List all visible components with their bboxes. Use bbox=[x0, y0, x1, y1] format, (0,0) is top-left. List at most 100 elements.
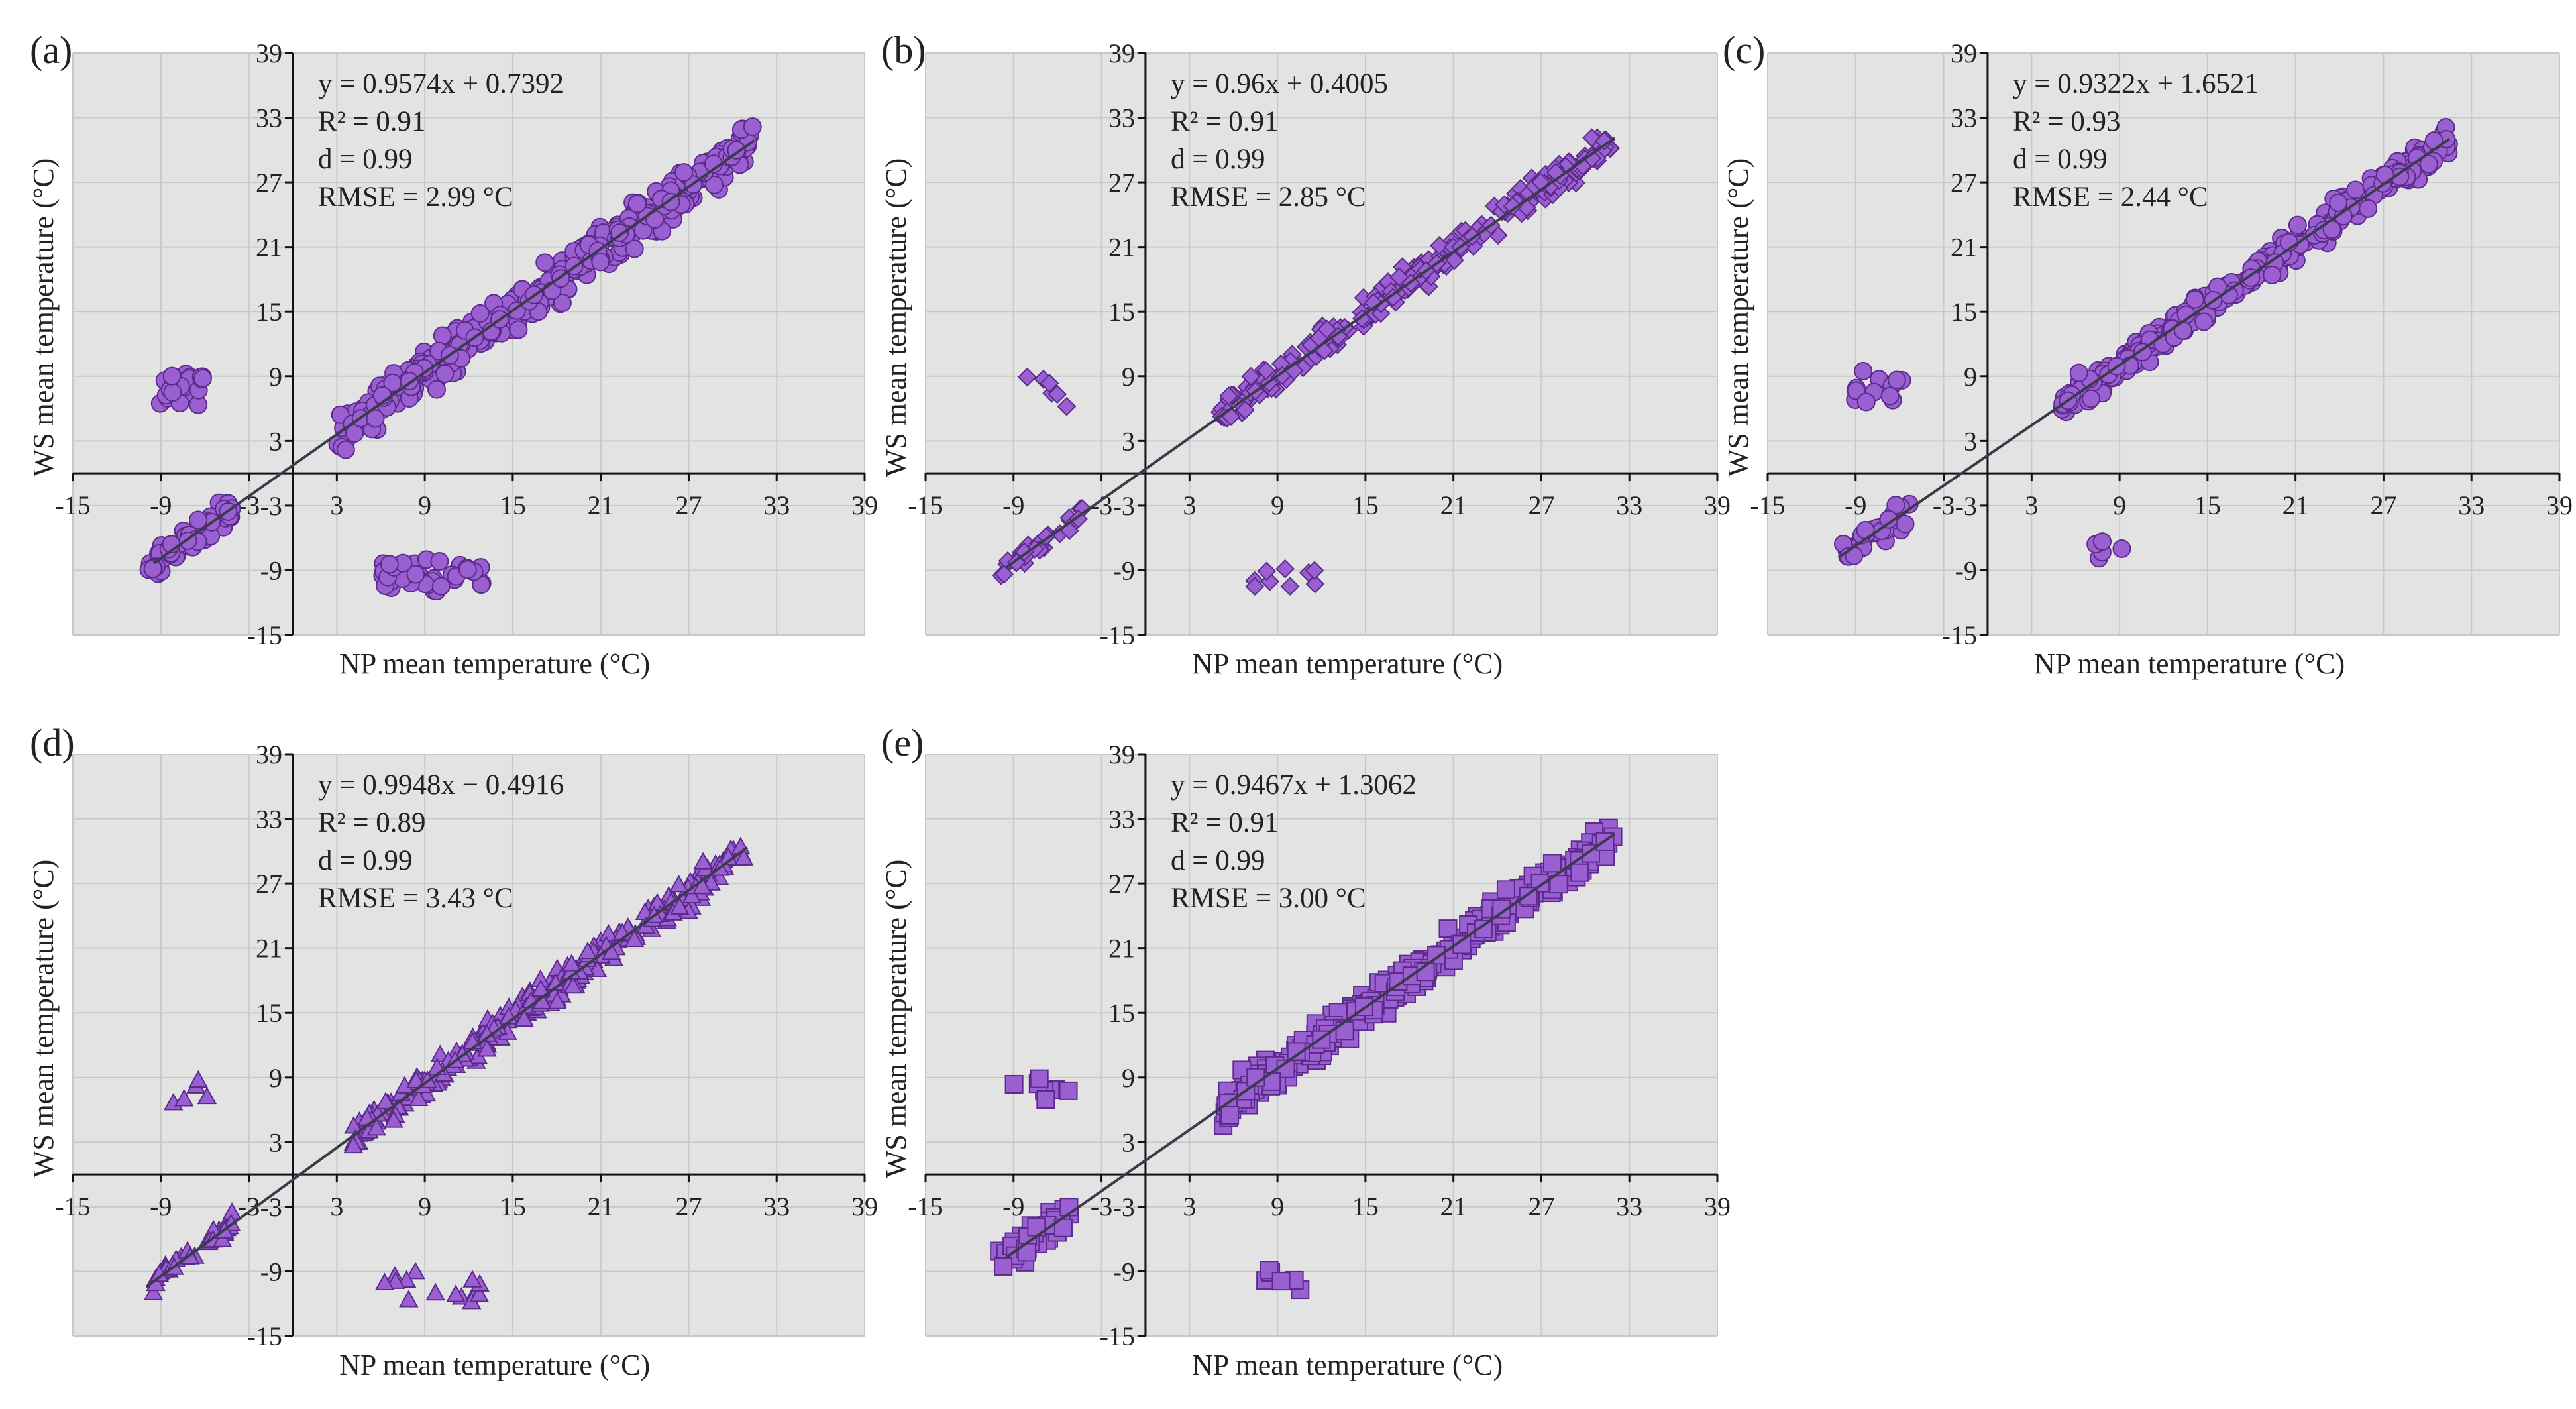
data-point bbox=[1220, 1105, 1240, 1125]
y-tick-label: 27 bbox=[1108, 168, 1135, 197]
data-point bbox=[627, 194, 647, 213]
x-tick-label: 39 bbox=[2546, 490, 2573, 520]
rmse-label: RMSE = 2.99 °C bbox=[318, 182, 513, 213]
data-point bbox=[1260, 1261, 1279, 1280]
data-point bbox=[435, 365, 455, 384]
x-tick-label: -9 bbox=[150, 490, 172, 520]
y-tick-label: 21 bbox=[256, 934, 282, 964]
data-point bbox=[2069, 363, 2088, 382]
data-point bbox=[336, 440, 355, 459]
x-tick-label: 15 bbox=[2194, 490, 2221, 520]
data-point bbox=[1364, 293, 1383, 313]
panel-label: (b) bbox=[881, 28, 926, 72]
x-tick-label: 9 bbox=[1271, 1192, 1284, 1221]
data-point bbox=[1257, 561, 1277, 581]
y-tick-label: 3 bbox=[1964, 426, 1977, 456]
x-tick-label: -15 bbox=[1750, 490, 1785, 520]
y-tick-label: 9 bbox=[269, 362, 282, 392]
regression-equation: y = 0.9948x − 0.4916 bbox=[318, 769, 564, 801]
data-point bbox=[733, 848, 754, 866]
y-tick-label: -9 bbox=[260, 1257, 282, 1286]
data-point bbox=[1305, 561, 1324, 581]
rmse-label: RMSE = 2.44 °C bbox=[2013, 182, 2208, 213]
data-point bbox=[374, 1272, 395, 1290]
x-tick-label: -9 bbox=[1002, 1192, 1024, 1221]
data-point bbox=[1389, 267, 1409, 287]
x-tick-label: 15 bbox=[1352, 1192, 1379, 1221]
data-point bbox=[143, 1282, 164, 1300]
data-point bbox=[727, 141, 746, 160]
data-point bbox=[514, 1009, 534, 1027]
y-tick-label: 9 bbox=[1122, 1063, 1135, 1093]
d-index-label: d = 0.99 bbox=[318, 845, 413, 876]
data-point bbox=[1317, 319, 1337, 339]
x-tick-label: 15 bbox=[1352, 490, 1379, 520]
x-tick-label: -15 bbox=[55, 490, 90, 520]
x-axis-title: NP mean temperature (°C) bbox=[1192, 1349, 1503, 1381]
y-tick-label: 15 bbox=[1108, 297, 1135, 327]
data-point bbox=[1371, 304, 1391, 323]
data-point bbox=[1856, 392, 1876, 412]
data-point bbox=[2359, 199, 2378, 218]
x-tick-label: 9 bbox=[418, 1192, 431, 1221]
data-point bbox=[433, 326, 452, 345]
y-tick-label: 33 bbox=[256, 103, 282, 133]
data-point bbox=[462, 1270, 482, 1288]
y-tick-label: 33 bbox=[1951, 103, 1977, 133]
rmse-label: RMSE = 3.00 °C bbox=[1171, 883, 1366, 914]
data-point bbox=[1030, 1069, 1049, 1088]
data-point bbox=[2346, 180, 2365, 199]
data-point bbox=[2263, 266, 2282, 285]
panel-label: (a) bbox=[30, 28, 72, 72]
y-tick-label: -9 bbox=[1955, 555, 1977, 585]
data-point bbox=[188, 1070, 208, 1088]
y-axis-title: WS mean temperature (°C) bbox=[1722, 158, 1754, 477]
regression-equation: y = 0.96x + 0.4005 bbox=[1171, 68, 1388, 99]
data-point bbox=[692, 876, 712, 894]
data-point bbox=[366, 1117, 386, 1136]
data-point bbox=[994, 564, 1014, 584]
x-tick-label: -9 bbox=[150, 1192, 172, 1221]
data-point bbox=[1542, 854, 1562, 873]
data-point bbox=[197, 1086, 217, 1105]
d-index-label: d = 0.99 bbox=[1171, 144, 1265, 175]
y-tick-label: -9 bbox=[1113, 1257, 1135, 1286]
data-point bbox=[384, 1110, 403, 1128]
data-point bbox=[1496, 880, 1515, 899]
data-point bbox=[1245, 577, 1265, 596]
data-point bbox=[2329, 193, 2348, 212]
x-tick-label: 39 bbox=[851, 1192, 878, 1221]
data-point bbox=[163, 383, 182, 402]
data-point bbox=[427, 380, 447, 399]
x-axis-title: NP mean temperature (°C) bbox=[339, 1349, 650, 1381]
y-tick-label: 3 bbox=[1122, 426, 1135, 456]
data-point bbox=[994, 1257, 1013, 1276]
x-tick-label: 3 bbox=[330, 490, 343, 520]
y-tick-label: 15 bbox=[1108, 998, 1135, 1028]
x-tick-label: 33 bbox=[763, 1192, 790, 1221]
x-tick-label: -15 bbox=[908, 1192, 943, 1221]
data-point bbox=[1256, 361, 1276, 380]
y-tick-label: 15 bbox=[1951, 297, 1977, 327]
y-tick-label: -15 bbox=[1942, 620, 1977, 650]
data-point bbox=[2194, 312, 2214, 331]
y-tick-label: -9 bbox=[1113, 555, 1135, 585]
data-point bbox=[458, 560, 477, 579]
x-tick-label: 3 bbox=[1183, 490, 1196, 520]
x-tick-label: -9 bbox=[1845, 490, 1866, 520]
data-point bbox=[470, 304, 490, 323]
x-axis-title: NP mean temperature (°C) bbox=[2034, 648, 2345, 680]
regression-line bbox=[145, 846, 749, 1288]
x-tick-label: 27 bbox=[1528, 1192, 1554, 1221]
data-point bbox=[399, 1290, 419, 1308]
y-tick-label: 15 bbox=[256, 998, 282, 1028]
data-point bbox=[1059, 1081, 1078, 1100]
y-tick-label: -15 bbox=[1100, 620, 1135, 650]
data-point bbox=[2419, 154, 2438, 174]
x-tick-label: 33 bbox=[1616, 490, 1642, 520]
data-point bbox=[743, 117, 762, 137]
x-tick-label: -3 bbox=[1933, 490, 1955, 520]
data-point bbox=[674, 163, 694, 182]
y-tick-label: 3 bbox=[269, 426, 282, 456]
r-squared-label: R² = 0.91 bbox=[1171, 106, 1279, 137]
